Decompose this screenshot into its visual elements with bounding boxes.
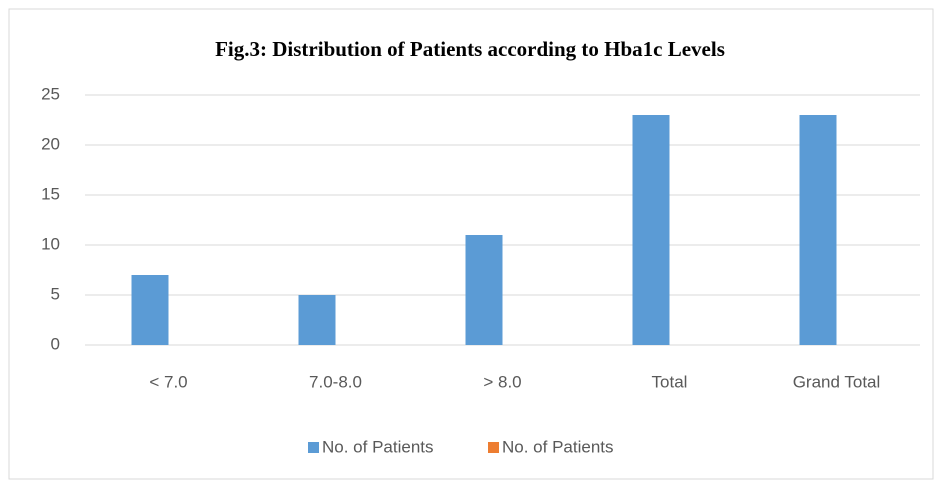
y-tick-label: 0 xyxy=(51,334,60,353)
x-tick-label: Grand Total xyxy=(793,372,881,391)
y-tick-label: 20 xyxy=(41,134,60,153)
bar xyxy=(465,235,503,345)
legend-label: No. of Patients xyxy=(322,437,434,456)
legend-label: No. of Patients xyxy=(502,437,614,456)
bar xyxy=(131,275,169,345)
y-tick-label: 15 xyxy=(41,184,60,203)
y-tick-label: 25 xyxy=(41,84,60,103)
x-tick-label: < 7.0 xyxy=(149,372,187,391)
y-tick-label: 5 xyxy=(51,284,60,303)
y-tick-label: 10 xyxy=(41,234,60,253)
legend-swatch xyxy=(488,442,499,453)
x-tick-label: > 8.0 xyxy=(483,372,521,391)
bar xyxy=(632,115,670,345)
bar xyxy=(298,295,336,345)
legend-swatch xyxy=(308,442,319,453)
chart-title: Fig.3: Distribution of Patients accordin… xyxy=(215,37,725,61)
bar xyxy=(799,115,837,345)
x-tick-label: 7.0-8.0 xyxy=(309,372,362,391)
x-tick-label: Total xyxy=(652,372,688,391)
